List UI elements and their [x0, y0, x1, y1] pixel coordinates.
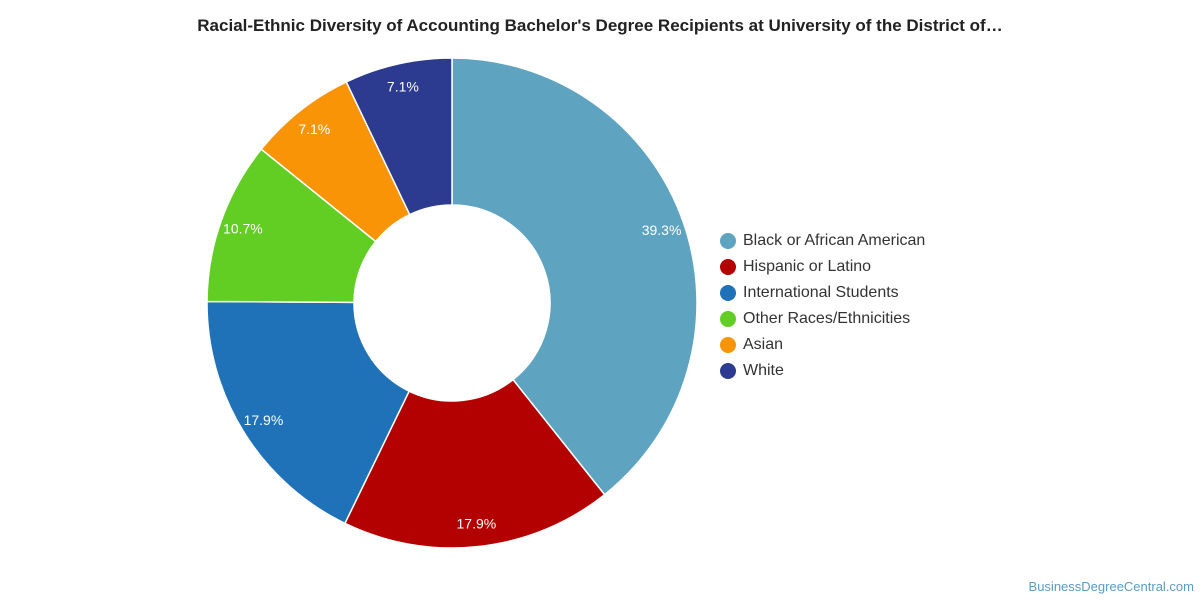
- legend-item-hispanic-or-latino: Hispanic or Latino: [720, 254, 925, 280]
- legend-label: White: [743, 362, 784, 379]
- legend-label: Hispanic or Latino: [743, 258, 872, 275]
- legend-swatch: [720, 259, 736, 275]
- legend-swatch: [720, 363, 736, 379]
- legend-label: Black or African American: [743, 232, 926, 249]
- donut-slice-black-or-african-american: [451, 57, 698, 496]
- chart-legend: Black or African American Hispanic or La…: [720, 228, 925, 384]
- slice-label: 10.7%: [223, 220, 263, 236]
- donut-slice-white: [345, 57, 453, 216]
- legend-label: Asian: [743, 336, 784, 353]
- legend-item-international-students: International Students: [720, 280, 925, 306]
- legend-label: International Students: [743, 284, 899, 301]
- site-credit[interactable]: BusinessDegreeCentral.com: [1028, 579, 1194, 594]
- slice-label: 7.1%: [387, 78, 419, 94]
- chart-title: Racial-Ethnic Diversity of Accounting Ba…: [197, 16, 1003, 35]
- slice-label: 17.9%: [457, 516, 497, 532]
- legend-swatch: [720, 311, 736, 327]
- slice-label: 39.3%: [642, 222, 682, 238]
- legend-item-white: White: [720, 358, 925, 384]
- legend-item-asian: Asian: [720, 332, 925, 358]
- legend-label: Other Races/Ethnicities: [743, 310, 911, 327]
- legend-swatch: [720, 337, 736, 353]
- legend-swatch: [720, 285, 736, 301]
- slice-label: 7.1%: [298, 121, 330, 137]
- slice-label: 17.9%: [244, 412, 284, 428]
- donut-slice-international-students: [206, 300, 411, 525]
- legend-swatch: [720, 233, 736, 249]
- donut-slice-other-races-ethnicities: [206, 148, 377, 304]
- legend-item-black-or-african-american: Black or African American: [720, 228, 925, 254]
- legend-item-other-races-ethnicities: Other Races/Ethnicities: [720, 306, 925, 332]
- donut-slice-hispanic-or-latino: [343, 378, 606, 549]
